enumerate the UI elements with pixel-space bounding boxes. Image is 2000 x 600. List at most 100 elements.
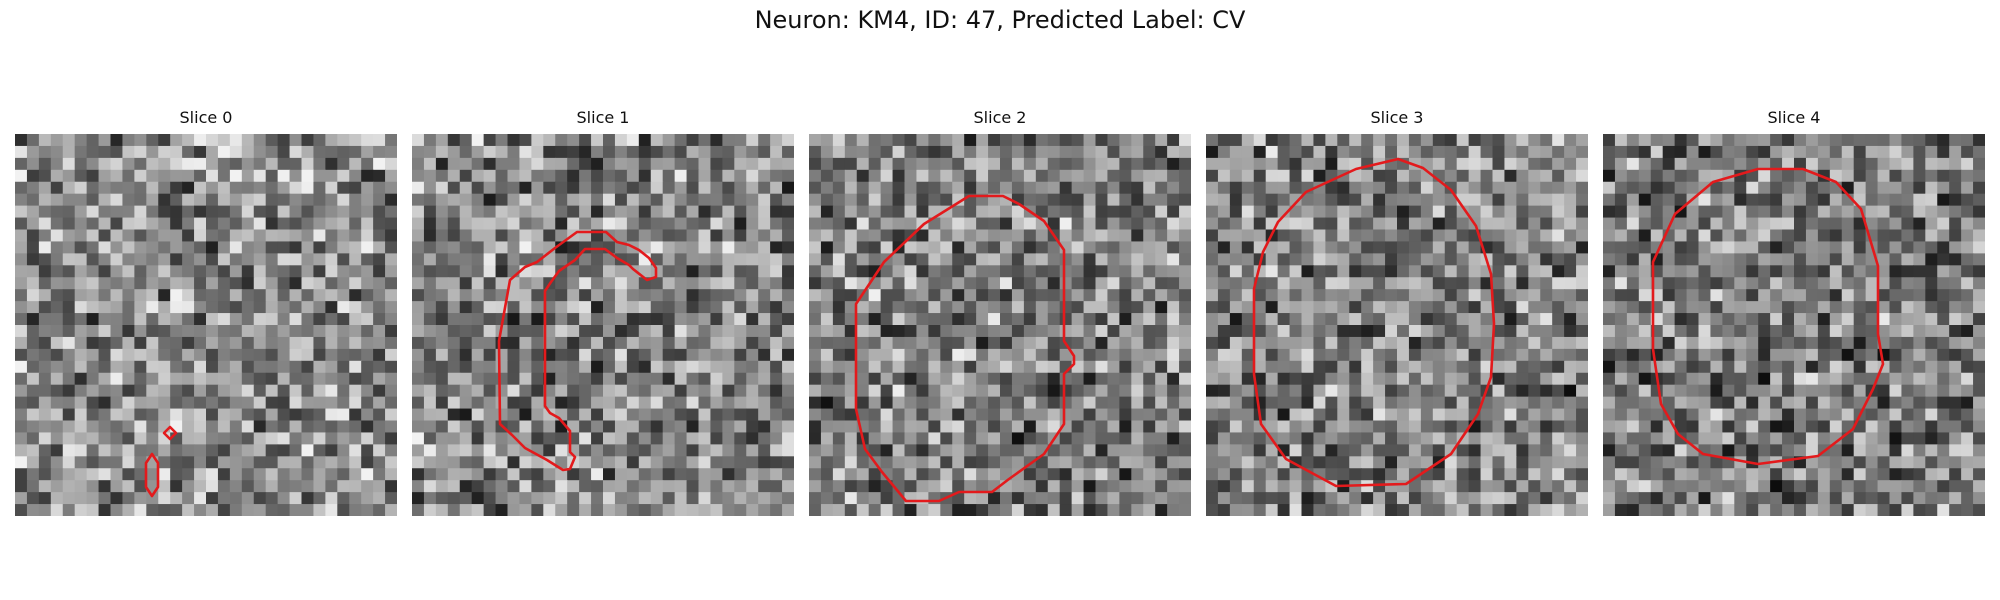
pixel <box>626 265 640 278</box>
pixel <box>1083 313 1097 326</box>
pixel <box>1059 217 1073 231</box>
pixel <box>1468 444 1482 457</box>
pixel <box>1313 265 1326 278</box>
pixel <box>1107 181 1120 195</box>
pixel <box>555 145 568 159</box>
pixel <box>1059 384 1073 398</box>
pixel <box>976 205 989 219</box>
pixel <box>1817 253 1831 266</box>
pixel <box>1722 325 1735 338</box>
pixel <box>662 265 676 278</box>
pixel <box>1155 301 1168 314</box>
pixel <box>940 372 953 386</box>
pixel <box>1889 301 1903 314</box>
pixel <box>277 420 291 434</box>
pixel <box>507 145 521 159</box>
pixel <box>385 241 397 254</box>
pixel <box>1468 134 1482 147</box>
pixel <box>1865 193 1879 207</box>
pixel <box>1456 253 1470 266</box>
pixel <box>1552 444 1565 457</box>
pixel <box>1408 241 1422 254</box>
pixel <box>1361 325 1374 338</box>
pixel <box>206 420 219 434</box>
pixel <box>435 169 449 183</box>
pixel <box>1865 313 1879 326</box>
pixel <box>495 348 509 362</box>
pixel <box>1516 348 1529 362</box>
pixel <box>856 456 870 469</box>
pixel <box>603 432 616 445</box>
pixel <box>1710 289 1723 302</box>
pixel <box>1289 348 1303 362</box>
pixel <box>361 432 374 445</box>
pixel <box>519 217 532 231</box>
pixel <box>1937 277 1950 290</box>
pixel <box>361 253 374 266</box>
pixel <box>940 265 953 278</box>
pixel <box>674 456 688 469</box>
pixel <box>241 456 255 469</box>
pixel <box>1973 313 1985 326</box>
pixel <box>1662 277 1676 290</box>
pixel <box>844 145 858 159</box>
pixel <box>1901 265 1914 278</box>
pixel <box>1710 205 1723 219</box>
pixel <box>122 229 135 243</box>
pixel <box>782 456 794 469</box>
pixel <box>904 396 918 410</box>
pixel <box>1301 480 1315 493</box>
pixel <box>337 420 350 434</box>
pixel <box>337 134 350 147</box>
pixel <box>698 444 712 457</box>
pixel <box>856 396 870 410</box>
pixel <box>1217 468 1231 481</box>
pixel <box>459 396 473 410</box>
pixel <box>483 336 497 350</box>
pixel <box>1528 134 1541 147</box>
pixel <box>1011 181 1025 195</box>
pixel <box>758 492 771 505</box>
pixel <box>337 157 350 171</box>
pixel <box>1540 134 1553 147</box>
pixel <box>50 468 64 481</box>
pixel <box>952 444 965 457</box>
pixel <box>1516 253 1529 266</box>
pixel <box>1576 444 1588 457</box>
pixel <box>1325 396 1338 410</box>
pixel <box>74 289 88 302</box>
pixel <box>1167 325 1180 338</box>
pixel <box>988 504 1001 516</box>
pixel <box>1229 432 1243 445</box>
pixel <box>1047 265 1061 278</box>
pixel <box>662 217 676 231</box>
pixel <box>1083 217 1097 231</box>
pixel <box>916 384 929 398</box>
pixel <box>1782 360 1795 374</box>
pixel <box>253 372 267 386</box>
pixel <box>1277 229 1291 243</box>
pixel <box>229 444 243 457</box>
pixel <box>614 468 628 481</box>
pixel <box>1023 157 1037 171</box>
pixel <box>1576 384 1588 398</box>
pixel <box>241 253 255 266</box>
pixel <box>1167 372 1180 386</box>
pixel <box>820 360 834 374</box>
pixel <box>1408 456 1422 469</box>
pixel <box>820 348 834 362</box>
pixel <box>650 229 664 243</box>
pixel <box>722 420 735 434</box>
pixel <box>820 480 834 493</box>
pixel <box>543 444 556 457</box>
pixel <box>1770 145 1783 159</box>
pixel <box>1540 492 1553 505</box>
pixel <box>662 289 676 302</box>
pixel <box>1059 444 1073 457</box>
pixel <box>1865 348 1879 362</box>
pixel <box>1071 253 1085 266</box>
pixel <box>1301 325 1315 338</box>
pixel <box>1865 265 1879 278</box>
pixel <box>940 229 953 243</box>
pixel <box>868 348 882 362</box>
